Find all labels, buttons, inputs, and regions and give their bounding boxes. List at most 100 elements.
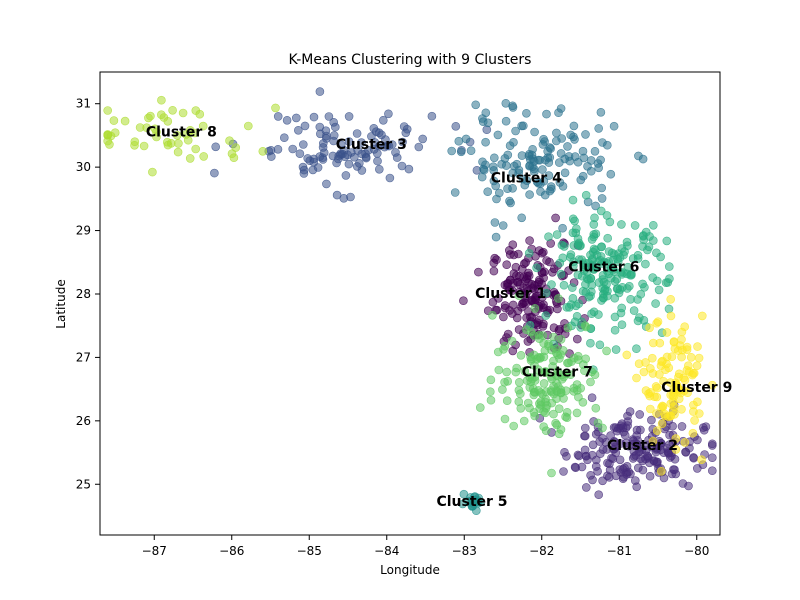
scatter-point [645,323,654,333]
scatter-point [349,152,359,162]
cluster-4-points [447,99,648,242]
scatter-point [529,387,539,397]
scatter-point [610,312,620,322]
scatter-point [163,137,172,147]
scatter-point [665,274,674,284]
scatter-point [551,213,560,223]
scatter-point [616,267,626,277]
scatter-point [488,162,498,171]
scatter-point [669,337,679,347]
scatter-point [690,416,699,425]
scatter-point [580,423,590,433]
scatter-point [596,242,606,252]
scatter-point [503,329,513,339]
x-tick-label: −87 [142,544,167,558]
scatter-point [618,464,628,474]
scatter-point [508,240,518,249]
scatter-point [619,427,628,437]
scatter-point [258,147,268,156]
scatter-point [577,255,587,265]
scatter-point [471,100,481,110]
scatter-point [572,385,582,395]
data-points [103,87,717,516]
scatter-point [468,501,478,511]
scatter-point [581,322,591,332]
scatter-point [198,121,208,131]
scatter-point [622,350,632,360]
scatter-point [602,346,611,356]
y-tick-label: 25 [76,477,91,491]
scatter-point [503,376,513,386]
scatter-point [549,409,558,419]
scatter-point [418,134,428,144]
scatter-point [680,438,690,447]
scatter-point [652,318,662,328]
scatter-point [210,168,219,178]
scatter-point [404,164,414,174]
scatter-point [558,223,567,233]
scatter-point [414,142,424,152]
scatter-point [466,146,476,155]
cluster-4-label: Cluster 4 [491,171,562,187]
scatter-point [373,156,382,166]
scatter-point [191,144,200,154]
scatter-point [509,421,519,431]
scatter-point [244,121,253,131]
scatter-point [273,112,283,121]
scatter-point [546,144,555,153]
scatter-point [570,135,579,144]
scatter-point [692,361,702,371]
scatter-point [603,458,612,468]
scatter-point [597,194,607,203]
scatter-point [579,153,589,163]
scatter-point [686,352,696,362]
scatter-point [603,286,612,296]
scatter-point [662,352,672,362]
scatter-point [340,152,350,161]
scatter-point [498,221,508,230]
scatter-point [598,138,607,147]
scatter-point [508,184,517,193]
scatter-point [105,140,114,149]
scatter-point [502,367,512,377]
scatter-point [568,228,578,238]
scatter-point [313,163,323,172]
scatter-point [622,237,632,247]
scatter-point [498,385,507,394]
scatter-point [661,365,670,375]
scatter-point [563,358,572,368]
scatter-point [357,166,367,175]
scatter-point [505,141,515,150]
scatter-point [595,340,605,350]
scatter-point [573,450,583,460]
scatter-point [615,455,625,465]
scatter-point [530,304,540,313]
scatter-point [623,262,633,272]
scatter-point [652,426,662,436]
scatter-point [195,109,205,119]
scatter-point [559,467,568,476]
scatter-point [638,456,647,466]
scatter-point [295,149,305,158]
cluster-2-label: Cluster 2 [607,438,678,454]
scatter-point [152,132,161,142]
scatter-point [518,174,528,184]
scatter-point [549,332,558,342]
scatter-point [572,334,582,344]
scatter-point [646,388,655,397]
scatter-point [139,141,149,151]
scatter-point [578,171,588,181]
scatter-point [515,389,525,399]
scatter-point [344,112,354,121]
scatter-point [633,436,642,445]
scatter-point [516,350,526,360]
scatter-point [573,240,583,249]
scatter-point [606,273,616,283]
scatter-point [554,108,563,117]
scatter-point [157,95,166,105]
scatter-point [229,153,239,162]
scatter-point [633,316,643,326]
scatter-point [541,288,551,298]
scatter-point [534,246,544,255]
scatter-point [330,122,340,132]
